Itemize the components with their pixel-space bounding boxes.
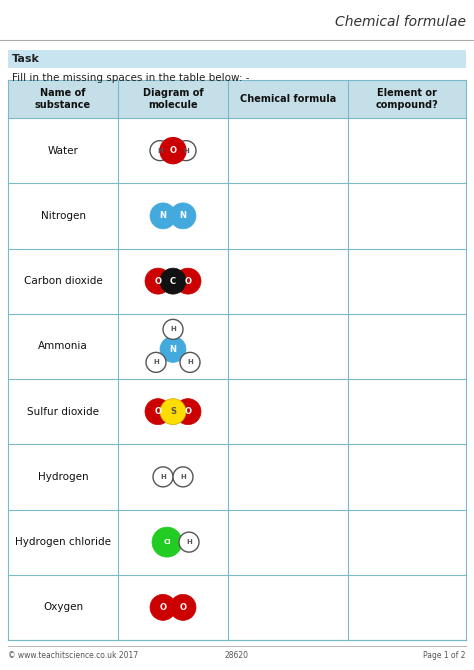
FancyBboxPatch shape: [8, 50, 466, 68]
Circle shape: [145, 399, 171, 425]
Circle shape: [145, 268, 171, 294]
Text: C: C: [170, 277, 176, 285]
FancyBboxPatch shape: [8, 80, 466, 118]
Text: Oxygen: Oxygen: [43, 602, 83, 612]
Text: S: S: [170, 407, 176, 416]
Text: Chemical formulae: Chemical formulae: [335, 15, 466, 29]
Circle shape: [163, 320, 183, 340]
Text: Hydrogen: Hydrogen: [38, 472, 88, 482]
Circle shape: [160, 336, 186, 362]
Text: N: N: [159, 211, 166, 220]
Circle shape: [153, 467, 173, 487]
Circle shape: [175, 268, 201, 294]
Circle shape: [150, 594, 176, 620]
Text: Hydrogen chloride: Hydrogen chloride: [15, 537, 111, 547]
Circle shape: [180, 352, 200, 373]
Text: O: O: [159, 603, 166, 612]
Text: Task: Task: [12, 54, 40, 64]
Circle shape: [170, 203, 196, 229]
Circle shape: [170, 594, 196, 620]
Text: O: O: [155, 407, 162, 416]
Text: O: O: [155, 277, 162, 285]
Circle shape: [160, 399, 186, 425]
Circle shape: [173, 467, 193, 487]
Text: H: H: [160, 474, 166, 480]
Text: O: O: [184, 277, 191, 285]
Text: Diagram of
molecule: Diagram of molecule: [143, 88, 203, 110]
Circle shape: [146, 352, 166, 373]
Text: H: H: [183, 147, 189, 153]
Text: H: H: [186, 539, 192, 545]
Text: 28620: 28620: [225, 651, 249, 659]
Text: Sulfur dioxide: Sulfur dioxide: [27, 407, 99, 417]
Circle shape: [179, 532, 199, 552]
Text: H: H: [180, 474, 186, 480]
Text: O: O: [180, 603, 186, 612]
Text: Carbon dioxide: Carbon dioxide: [24, 276, 102, 286]
Circle shape: [176, 141, 196, 161]
Text: Fill in the missing spaces in the table below: -: Fill in the missing spaces in the table …: [12, 73, 249, 83]
Text: Water: Water: [47, 145, 78, 155]
Text: N: N: [170, 345, 176, 354]
Text: © www.teachitscience.co.uk 2017: © www.teachitscience.co.uk 2017: [8, 651, 138, 659]
Circle shape: [160, 268, 186, 294]
Text: Name of
substance: Name of substance: [35, 88, 91, 110]
Circle shape: [150, 203, 176, 229]
Text: N: N: [180, 211, 186, 220]
Text: Chemical formula: Chemical formula: [240, 94, 336, 104]
Text: O: O: [170, 146, 176, 155]
Circle shape: [175, 399, 201, 425]
Text: O: O: [184, 407, 191, 416]
Text: Ammonia: Ammonia: [38, 342, 88, 351]
Text: H: H: [157, 147, 163, 153]
Circle shape: [152, 527, 182, 557]
Text: Page 1 of 2: Page 1 of 2: [423, 651, 466, 659]
Circle shape: [150, 141, 170, 161]
Text: Element or
compound?: Element or compound?: [375, 88, 438, 110]
Text: H: H: [187, 359, 193, 365]
Text: H: H: [170, 326, 176, 332]
Text: Nitrogen: Nitrogen: [40, 211, 85, 221]
Text: Cl: Cl: [163, 539, 171, 545]
Text: H: H: [153, 359, 159, 365]
Circle shape: [160, 137, 186, 163]
